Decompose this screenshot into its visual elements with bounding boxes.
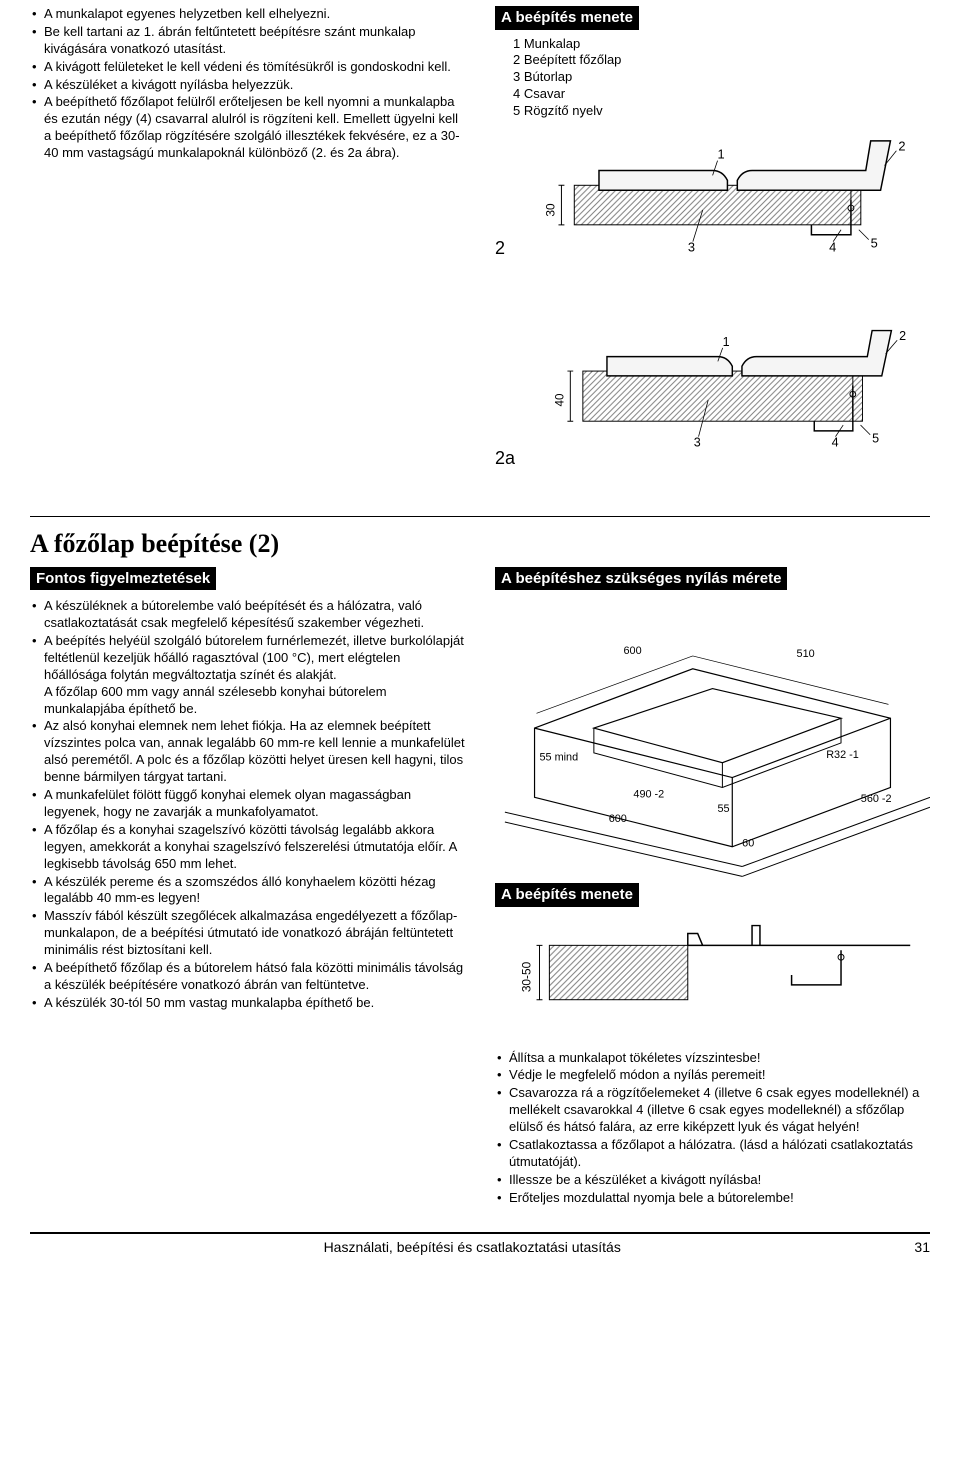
main-right-col: A beépítéshez szükséges nyílás mérete 60… [495, 567, 930, 1208]
legend-list: 1 Munkalap2 Beépített főzőlap3 Bútorlap4… [495, 36, 930, 120]
list-item: A készülék pereme és a szomszédos álló k… [30, 874, 465, 908]
install-diagram: 30-50 [495, 915, 930, 1035]
list-item: A főzőlap és a konyhai szagelszívó közöt… [30, 822, 465, 873]
svg-text:55: 55 [717, 803, 729, 815]
list-item: A munkafelület fölött függő konyhai elem… [30, 787, 465, 821]
list-item: A kivágott felületeket le kell védeni és… [30, 59, 465, 76]
list-item: Védje le megfelelő módon a nyílás pereme… [495, 1067, 930, 1084]
legend-item: 3 Bútorlap [513, 69, 930, 86]
svg-text:2: 2 [898, 139, 905, 154]
list-item: Csavarozza rá a rögzítőelemeket 4 (illet… [495, 1085, 930, 1136]
top-left-list: A munkalapot egyenes helyzetben kell elh… [30, 6, 465, 162]
list-item: A készüléknek a bútorelembe való beépíté… [30, 598, 465, 632]
list-item: Az alsó konyhai elemnek nem lehet fiókja… [30, 718, 465, 786]
right-subheading-top: A beépítéshez szükséges nyílás mérete [495, 567, 787, 591]
svg-text:3: 3 [694, 435, 701, 449]
list-item: A készülék 30-tól 50 mm vastag munkalapb… [30, 995, 465, 1012]
svg-text:1: 1 [718, 147, 725, 162]
list-item: Be kell tartani az 1. ábrán feltűntetett… [30, 24, 465, 58]
svg-text:55 mind: 55 mind [539, 752, 578, 764]
svg-text:600: 600 [609, 813, 627, 825]
legend-item: 5 Rögzítő nyelv [513, 103, 930, 120]
top-right-col: A beépítés menete 1 Munkalap2 Beépített … [495, 6, 930, 480]
svg-text:490 -2: 490 -2 [633, 789, 664, 801]
left-subheading: Fontos figyelmeztetések [30, 567, 216, 591]
top-left-col: A munkalapot egyenes helyzetben kell elh… [30, 6, 465, 480]
svg-text:5: 5 [871, 235, 878, 250]
legend-item: 4 Csavar [513, 86, 930, 103]
svg-text:R32 -1: R32 -1 [826, 749, 859, 761]
list-item: Erőteljes mozdulattal nyomja bele a búto… [495, 1190, 930, 1207]
fig2-label: 2 [495, 237, 505, 260]
left-bullet-list: A készüléknek a bútorelembe való beépíté… [30, 598, 465, 1011]
svg-text:2: 2 [899, 329, 906, 343]
list-item: Állítsa a munkalapot tökéletes vízszinte… [495, 1050, 930, 1067]
svg-text:30: 30 [544, 203, 558, 217]
svg-text:560 -2: 560 -2 [861, 794, 892, 806]
footer-text: Használati, beépítési és csatlakoztatási… [324, 1238, 621, 1256]
list-item: A beépíthető főzőlap és a bútorelem háts… [30, 960, 465, 994]
list-item: A beépíthető főzőlapot felülről erőtelje… [30, 94, 465, 162]
svg-text:40: 40 [555, 394, 567, 407]
right-bullet-list: Állítsa a munkalapot tökéletes vízszinte… [495, 1050, 930, 1207]
list-item: Masszív fából készült szegőlécek alkalma… [30, 908, 465, 959]
svg-text:4: 4 [832, 435, 839, 449]
diagram-2a: 40 1 2 3 4 5 [525, 320, 930, 480]
list-item: Illessze be a készüléket a kivágott nyíl… [495, 1172, 930, 1189]
main-title: A főzőlap beépítése (2) [30, 527, 930, 561]
opening-diagram: 600 510 55 mind 490 -2 600 55 R32 -1 560… [495, 598, 930, 878]
install-heading: A beépítés menete [495, 6, 639, 30]
legend-item: 1 Munkalap [513, 36, 930, 53]
list-item: A készüléket a kivágott nyílásba helyezz… [30, 77, 465, 94]
footer: Használati, beépítési és csatlakoztatási… [30, 1232, 930, 1256]
svg-text:30-50: 30-50 [520, 961, 534, 992]
right-subheading-mid: A beépítés menete [495, 883, 639, 907]
svg-text:60: 60 [742, 838, 754, 850]
main-section: Fontos figyelmeztetések A készüléknek a … [30, 567, 930, 1208]
legend-item: 2 Beépített főzőlap [513, 52, 930, 69]
fig2a-label: 2a [495, 447, 515, 470]
svg-text:5: 5 [872, 431, 879, 445]
page-number: 31 [914, 1238, 930, 1256]
list-item: A beépítés helyéül szolgáló bútorelem fu… [30, 633, 465, 717]
svg-text:600: 600 [624, 645, 642, 657]
svg-text:4: 4 [829, 239, 836, 254]
svg-text:510: 510 [797, 648, 815, 660]
top-section: A munkalapot egyenes helyzetben kell elh… [30, 6, 930, 480]
list-item: A munkalapot egyenes helyzetben kell elh… [30, 6, 465, 23]
list-item: Csatlakoztassa a főzőlapot a hálózatra. … [495, 1137, 930, 1171]
svg-text:1: 1 [723, 335, 730, 349]
diagram-2: 30 1 2 3 4 5 [515, 130, 930, 290]
svg-text:3: 3 [688, 239, 695, 254]
main-left-col: Fontos figyelmeztetések A készüléknek a … [30, 567, 465, 1208]
